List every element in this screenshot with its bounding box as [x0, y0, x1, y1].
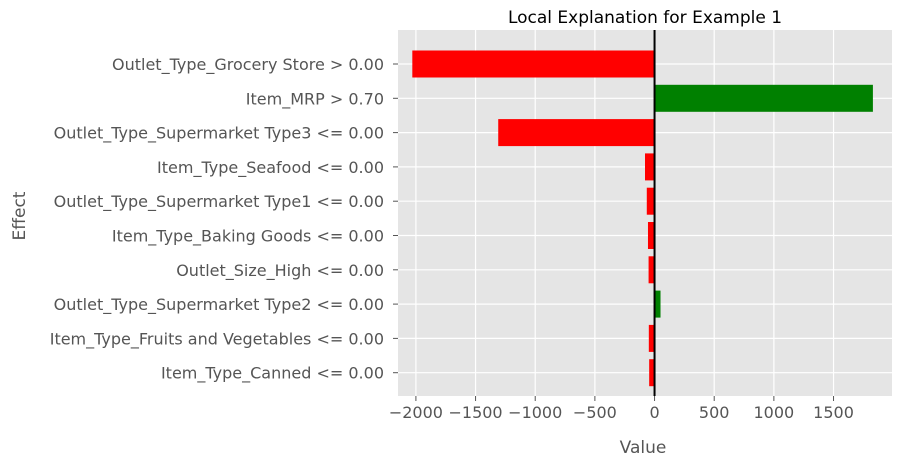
chart-title: Local Explanation for Example 1: [508, 8, 782, 28]
y-axis-ticks: Outlet_Type_Grocery Store > 0.00 Item_MRP…: [50, 55, 398, 384]
bar-8: [654, 290, 661, 318]
x-axis-ticks: −2000 −1500 −1000 −500 0 500 1000 1500: [389, 396, 854, 422]
bar-7: [648, 256, 655, 284]
bar-4: [645, 153, 655, 181]
bar-5: [646, 187, 655, 215]
bar-1: [412, 50, 655, 78]
x-tick-label: −1500: [448, 403, 502, 422]
bars: [412, 50, 873, 387]
x-tick-label: 1500: [813, 403, 854, 422]
bar-10: [649, 359, 655, 387]
y-tick-label: Outlet_Type_Supermarket Type3 <= 0.00: [54, 124, 384, 144]
x-axis-label: Value: [620, 438, 667, 458]
y-tick-label: Item_Type_Fruits and Vegetables <= 0.00: [50, 329, 384, 349]
x-tick-label: −500: [573, 403, 617, 422]
x-tick-label: −2000: [389, 403, 443, 422]
y-tick-label: Item_MRP > 0.70: [246, 89, 384, 109]
y-tick-label: Outlet_Type_Grocery Store > 0.00: [112, 55, 384, 75]
x-tick-label: 0: [649, 403, 659, 422]
bar-6: [647, 222, 655, 249]
y-tick-label: Outlet_Type_Supermarket Type2 <= 0.00: [54, 295, 384, 315]
x-tick-label: −1000: [508, 403, 562, 422]
bar-2: [654, 84, 873, 112]
y-axis-label: Effect: [10, 191, 30, 240]
y-tick-label: Outlet_Size_High <= 0.00: [176, 261, 384, 281]
bar-3: [498, 119, 655, 147]
y-tick-label: Item_Type_Seafood <= 0.00: [157, 158, 384, 178]
y-tick-label: Item_Type_Baking Goods <= 0.00: [112, 227, 384, 247]
y-tick-label: Item_Type_Canned <= 0.00: [161, 364, 384, 384]
x-tick-label: 500: [699, 403, 730, 422]
x-tick-label: 1000: [754, 403, 795, 422]
bar-9: [648, 324, 655, 352]
y-tick-label: Outlet_Type_Supermarket Type1 <= 0.00: [54, 192, 384, 212]
